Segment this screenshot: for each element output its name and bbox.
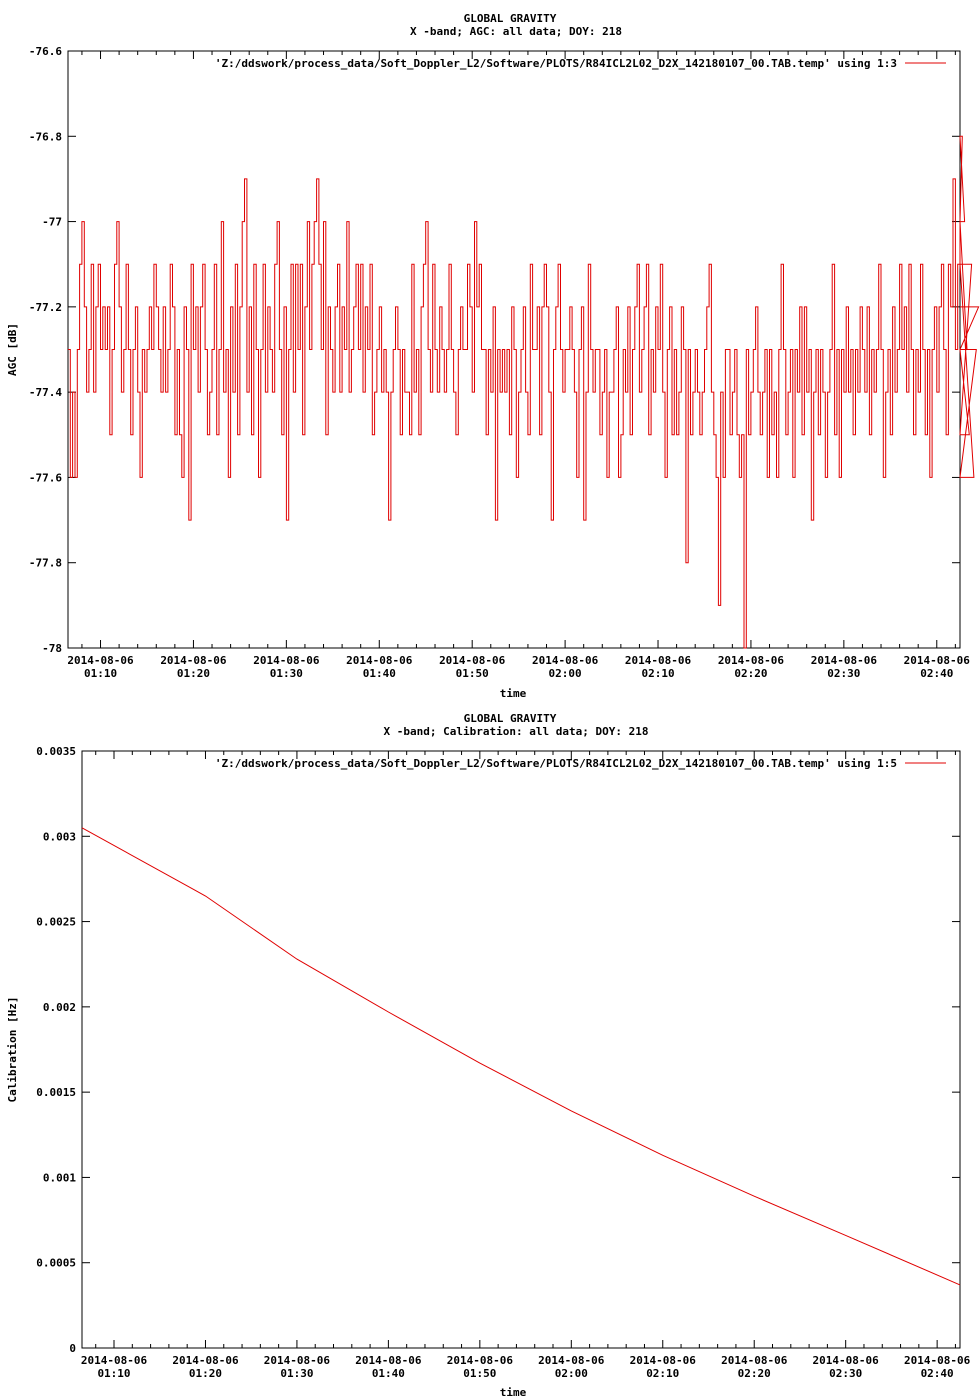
y-tick-label: -77.8	[29, 557, 62, 570]
y-tick-label: -77.6	[29, 471, 62, 484]
chart-subtitle: X -band; Calibration: all data; DOY: 218	[384, 725, 649, 738]
x-tick-date-label: 2014-08-06	[813, 1354, 880, 1367]
y-tick-label: -76.6	[29, 45, 62, 58]
y-tick-label: -76.8	[29, 130, 62, 143]
x-tick-time-label: 02:30	[829, 1367, 862, 1380]
x-tick-time-label: 01:10	[97, 1367, 130, 1380]
x-tick-date-label: 2014-08-06	[447, 1354, 514, 1367]
x-tick-time-label: 01:30	[270, 667, 303, 680]
x-tick-date-label: 2014-08-06	[355, 1354, 422, 1367]
y-tick-label: 0.0005	[36, 1257, 76, 1270]
x-tick-time-label: 01:10	[84, 667, 117, 680]
x-tick-date-label: 2014-08-06	[538, 1354, 605, 1367]
x-tick-date-label: 2014-08-06	[67, 654, 134, 667]
y-tick-label: 0.003	[43, 830, 76, 843]
y-tick-label: -77.4	[29, 386, 62, 399]
legend-label: 'Z:/ddswork/process_data/Soft_Doppler_L2…	[215, 757, 897, 770]
x-tick-date-label: 2014-08-06	[811, 654, 878, 667]
x-tick-time-label: 01:20	[177, 667, 210, 680]
y-tick-label: 0.0025	[36, 916, 76, 929]
y-tick-label: -78	[42, 642, 62, 655]
plot-frame	[81, 750, 961, 1349]
x-tick-date-label: 2014-08-06	[625, 654, 692, 667]
x-tick-time-label: 02:00	[549, 667, 582, 680]
x-tick-date-label: 2014-08-06	[160, 654, 227, 667]
y-axis-label: AGC [dB]	[6, 323, 19, 376]
x-tick-date-label: 2014-08-06	[253, 654, 320, 667]
x-tick-time-label: 01:50	[463, 1367, 496, 1380]
x-axis-label: time	[500, 1386, 527, 1399]
y-tick-label: -77	[42, 216, 62, 229]
x-tick-date-label: 2014-08-06	[532, 654, 599, 667]
x-tick-time-label: 02:40	[921, 1367, 954, 1380]
x-tick-date-label: 2014-08-06	[264, 1354, 331, 1367]
x-tick-time-label: 02:00	[555, 1367, 588, 1380]
series-line	[81, 827, 961, 1286]
x-tick-date-label: 2014-08-06	[81, 1354, 148, 1367]
x-tick-time-label: 01:40	[372, 1367, 405, 1380]
x-tick-date-label: 2014-08-06	[718, 654, 785, 667]
y-tick-label: 0.0015	[36, 1086, 76, 1099]
x-tick-time-label: 01:40	[363, 667, 396, 680]
chart-title: GLOBAL GRAVITY	[464, 12, 557, 25]
legend-label: 'Z:/ddswork/process_data/Soft_Doppler_L2…	[215, 57, 897, 70]
x-tick-date-label: 2014-08-06	[346, 654, 413, 667]
chart-subtitle: X -band; AGC: all data; DOY: 218	[410, 25, 622, 38]
chart-title: GLOBAL GRAVITY	[464, 712, 557, 725]
x-tick-time-label: 02:20	[738, 1367, 771, 1380]
x-tick-time-label: 01:50	[456, 667, 489, 680]
x-tick-time-label: 02:40	[920, 667, 953, 680]
x-tick-date-label: 2014-08-06	[439, 654, 506, 667]
x-tick-time-label: 02:10	[646, 1367, 679, 1380]
x-axis-label: time	[500, 687, 527, 700]
x-tick-time-label: 02:10	[641, 667, 674, 680]
y-tick-label: 0.002	[43, 1001, 76, 1014]
y-tick-label: -77.2	[29, 301, 62, 314]
x-tick-date-label: 2014-08-06	[904, 654, 971, 667]
x-tick-time-label: 01:20	[189, 1367, 222, 1380]
y-tick-label: 0.001	[43, 1171, 76, 1184]
y-axis-label: Calibration [Hz]	[6, 997, 19, 1103]
x-tick-time-label: 02:30	[827, 667, 860, 680]
x-tick-date-label: 2014-08-06	[904, 1354, 971, 1367]
x-tick-time-label: 02:20	[734, 667, 767, 680]
y-tick-label: 0	[69, 1342, 76, 1355]
x-tick-date-label: 2014-08-06	[721, 1354, 788, 1367]
y-tick-label: 0.0035	[36, 745, 76, 758]
x-tick-time-label: 01:30	[280, 1367, 313, 1380]
series-line	[68, 135, 980, 649]
x-tick-date-label: 2014-08-06	[630, 1354, 697, 1367]
x-tick-date-label: 2014-08-06	[172, 1354, 239, 1367]
